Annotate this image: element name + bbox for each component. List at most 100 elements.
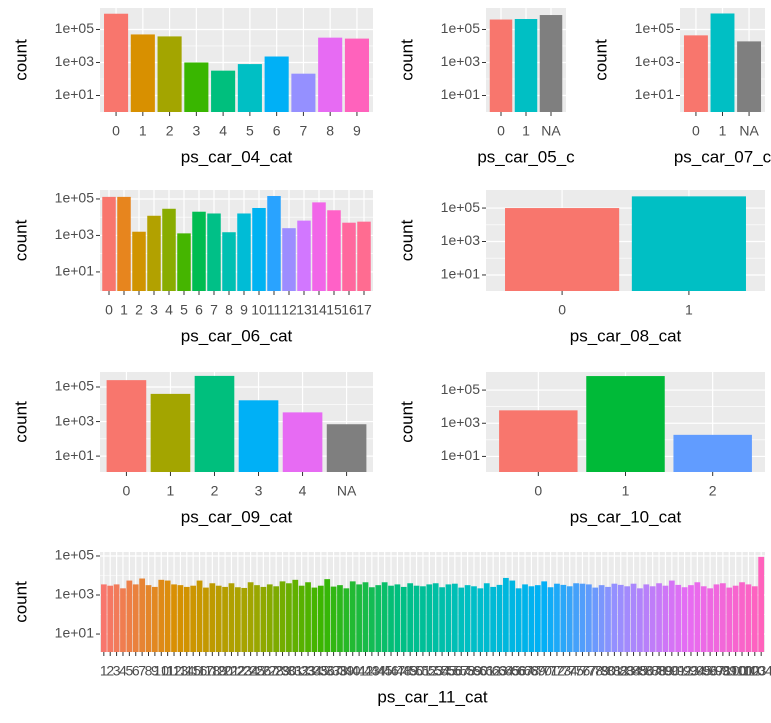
x-tick-label: 5 <box>246 123 254 139</box>
bar <box>458 587 465 652</box>
bar <box>342 222 356 291</box>
bar <box>688 585 694 652</box>
bar <box>130 34 155 112</box>
bar <box>152 586 158 652</box>
x-tick-label: 47 <box>390 663 406 679</box>
x-tick-label: 4 <box>165 302 173 318</box>
x-tick-label: 53 <box>428 663 444 679</box>
x-tick-label: 73 <box>556 663 572 679</box>
bar <box>273 586 280 652</box>
bar <box>464 585 471 652</box>
x-tick-label: 49 <box>402 663 418 679</box>
bar <box>157 36 182 113</box>
y-tick-label: 1e+05 <box>55 547 95 563</box>
bar <box>514 19 538 112</box>
x-tick-label: 18 <box>205 663 221 679</box>
bar <box>286 583 292 652</box>
x-tick-label: 46 <box>383 663 399 679</box>
y-tick-label: 1e+05 <box>635 20 675 36</box>
bar <box>126 580 133 652</box>
x-axis-title: ps_car_05_c <box>477 147 575 166</box>
x-tick-label: 87 <box>645 663 661 679</box>
y-tick-label: 1e+01 <box>55 447 95 463</box>
bar <box>247 582 254 652</box>
y-tick-label: 1e+03 <box>441 414 481 430</box>
x-tick-label: 59 <box>466 663 482 679</box>
x-tick-label: 58 <box>460 663 476 679</box>
x-tick-label: 48 <box>396 663 412 679</box>
bar <box>291 73 316 112</box>
bar <box>158 579 165 652</box>
bar <box>637 588 643 652</box>
bar <box>203 587 209 652</box>
x-tick-label: 67 <box>517 663 533 679</box>
bar <box>477 588 484 652</box>
x-tick-label: 43 <box>364 663 380 679</box>
x-tick-label: 1 <box>120 302 128 318</box>
x-tick-label: 1 <box>139 123 147 139</box>
bar <box>106 380 147 472</box>
x-tick-label: 3 <box>150 302 158 318</box>
bar <box>375 585 382 652</box>
y-tick-label: 1e+05 <box>55 20 95 36</box>
bar <box>726 587 733 652</box>
bar <box>499 410 578 472</box>
y-tick-label: 1e+01 <box>55 86 95 102</box>
x-tick-label: NA <box>739 123 759 139</box>
x-tick-label: 63 <box>492 663 508 679</box>
bar <box>617 584 624 652</box>
x-tick-label: 57 <box>453 663 469 679</box>
x-tick-label: 2 <box>166 123 174 139</box>
y-axis-title: count <box>11 581 30 623</box>
bar <box>643 584 650 652</box>
x-tick-label: 17 <box>198 663 214 679</box>
x-tick-label: 3 <box>113 663 121 679</box>
x-tick-label: 7 <box>138 663 146 679</box>
bar <box>162 208 176 291</box>
x-tick-label: 1 <box>719 123 727 139</box>
x-tick-label: 97 <box>709 663 725 679</box>
bar <box>432 583 439 652</box>
x-tick-label: 78 <box>587 663 603 679</box>
x-axis-title: ps_car_10_cat <box>570 507 682 526</box>
x-tick-label: 37 <box>326 663 342 679</box>
x-tick-label: 26 <box>256 663 272 679</box>
bar <box>192 211 206 291</box>
x-tick-label: 11 <box>160 663 175 679</box>
x-tick-label: 4 <box>299 483 307 499</box>
x-tick-label: 71 <box>543 663 559 679</box>
bar <box>681 587 688 652</box>
x-tick-label: 24 <box>243 663 259 679</box>
y-tick-label: 1e+01 <box>55 263 95 279</box>
bar <box>311 587 318 652</box>
bar <box>694 582 701 652</box>
x-tick-label: 9 <box>240 302 248 318</box>
x-tick-label: 13 <box>296 302 312 318</box>
y-tick-label: 1e+03 <box>55 53 95 69</box>
x-tick-label: 2 <box>709 483 717 499</box>
x-tick-label: 10 <box>153 663 169 679</box>
y-axis-title: count <box>11 39 30 81</box>
bar <box>573 583 579 652</box>
x-tick-label: 15 <box>185 663 201 679</box>
x-axis-title: ps_car_07_c <box>674 147 771 166</box>
x-tick-label: 0 <box>558 302 566 318</box>
bar <box>190 585 197 652</box>
x-tick-label: 50 <box>409 663 425 679</box>
x-tick-label: NA <box>337 483 357 499</box>
x-tick-label: 0 <box>105 302 113 318</box>
y-axis-title: count <box>11 401 30 443</box>
x-tick-label: 98 <box>715 663 731 679</box>
x-tick-label: 62 <box>485 663 501 679</box>
x-tick-label: 74 <box>562 663 578 679</box>
x-tick-label: 8 <box>326 123 334 139</box>
bar <box>534 585 541 652</box>
x-tick-label: 16 <box>192 663 208 679</box>
x-tick-label: 34 <box>307 663 323 679</box>
x-tick-label: 51 <box>415 663 431 679</box>
x-tick-label: 66 <box>511 663 527 679</box>
bar <box>183 586 190 652</box>
y-tick-label: 1e+05 <box>441 20 481 36</box>
x-tick-label: 1 <box>522 123 530 139</box>
